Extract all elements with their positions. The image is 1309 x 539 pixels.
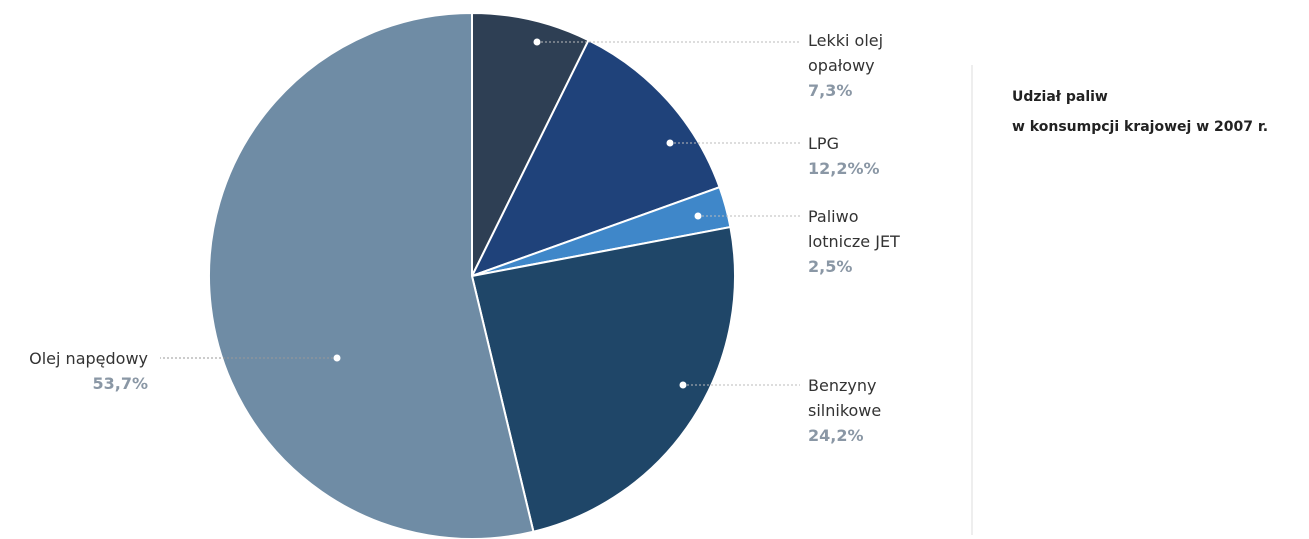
title-block: Udział paliw w konsumpcji krajowej w 200… [1012, 82, 1268, 142]
leader-dot [666, 139, 674, 147]
value-label: 24,2% [808, 426, 864, 445]
value-label: 2,5% [808, 257, 853, 276]
slice-label: Lekki olej opałowy 7,3% [808, 28, 903, 103]
leader-dot [333, 354, 341, 362]
category-label: Benzyny silnikowe [808, 376, 882, 420]
category-label: Lekki olej opałowy [808, 31, 884, 75]
chart-subtitle: w konsumpcji krajowej w 2007 r. [1012, 119, 1269, 135]
leader-dot [679, 381, 687, 389]
category-label: Paliwo lotnicze JET [808, 207, 900, 251]
value-label: 7,3% [808, 81, 853, 100]
leader-dot [533, 38, 541, 46]
slice-label: Paliwo lotnicze JET 2,5% [808, 204, 918, 279]
slice-label: Benzyny silnikowe 24,2% [808, 373, 898, 448]
slice-label: Olej napędowy 53,7% [0, 346, 148, 396]
category-label: LPG [808, 134, 839, 153]
pie-slice [471, 11, 590, 277]
value-label: 53,7% [92, 374, 148, 393]
chart-title: Udział paliw [1012, 89, 1108, 105]
leader-dot [694, 212, 702, 220]
pie-slice [208, 11, 535, 539]
value-label: 12,2%% [808, 159, 880, 178]
category-label: Olej napędowy [29, 349, 148, 368]
pie-slice [470, 38, 721, 278]
slice-label: LPG 12,2%% [808, 131, 903, 181]
pie-slice [470, 225, 736, 533]
